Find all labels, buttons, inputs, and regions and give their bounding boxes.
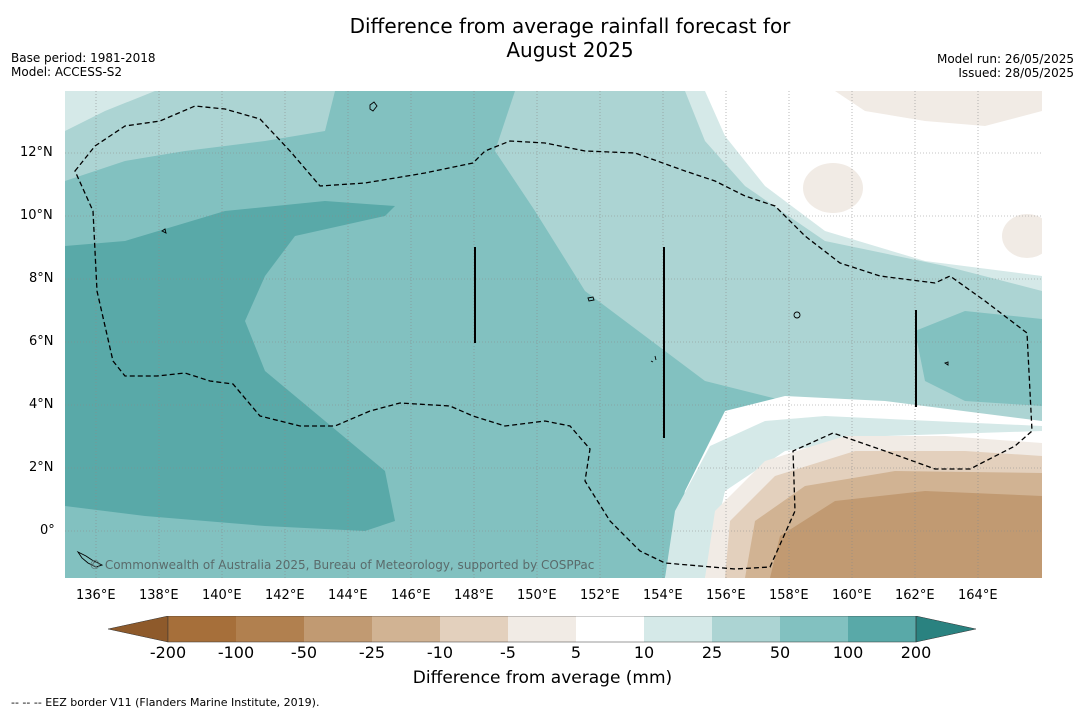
region-light-wet-se xyxy=(665,416,1042,578)
colorbar-swatch-5 xyxy=(508,616,576,642)
colorbar-title: Difference from average (mm) xyxy=(412,668,673,688)
cbar-tick-10: 100 xyxy=(832,643,864,662)
cbar-tick-7: 10 xyxy=(633,643,655,662)
x-label-150e: 150°E xyxy=(517,588,557,603)
region-wet-strong-w xyxy=(65,201,395,531)
colorbar-swatch-3 xyxy=(372,616,440,642)
x-label-154e: 154°E xyxy=(643,588,683,603)
cbar-tick-1: -100 xyxy=(217,643,255,662)
meta-left: Base period: 1981-2018 Model: ACCESS-S2 xyxy=(11,51,156,79)
x-label-158e: 158°E xyxy=(769,588,809,603)
colorbar-swatch-9 xyxy=(780,616,848,642)
map-title: Difference from average rainfall forecas… xyxy=(270,14,870,62)
region-dry-4 xyxy=(770,491,1042,578)
model-name: Model: ACCESS-S2 xyxy=(11,65,123,79)
model-run: Model run: 26/05/2025 xyxy=(936,52,1074,66)
cbar-tick-2: -50 xyxy=(290,643,318,662)
region-dry-patch-n xyxy=(835,91,1042,126)
map-svg xyxy=(65,91,1042,578)
colorbar-swatch-4 xyxy=(440,616,508,642)
cbar-tick-8: 25 xyxy=(701,643,723,662)
colorbar-swatch-8 xyxy=(712,616,780,642)
cbar-tick-11: 200 xyxy=(900,643,932,662)
region-wet-e xyxy=(915,311,1042,406)
x-label-144e: 144°E xyxy=(328,588,368,603)
x-label-164e: 164°E xyxy=(958,588,998,603)
x-label-148e: 148°E xyxy=(454,588,494,603)
colorbar-swatch-2 xyxy=(304,616,372,642)
colorbar-arrow-left xyxy=(108,616,169,643)
meta-right: Model run: 26/05/2025 Issued: 28/05/2025 xyxy=(937,52,1074,80)
x-label-162e: 162°E xyxy=(895,588,935,603)
region-lightest-nw xyxy=(65,91,155,131)
region-light-wet-nw xyxy=(65,91,335,181)
colorbar-swatch-1 xyxy=(236,616,304,642)
colorbar-swatch-0 xyxy=(168,616,236,642)
colorbar-arrow-right xyxy=(915,616,977,643)
y-label-12n: 12°N xyxy=(20,145,53,160)
forecast-map: © Commonwealth of Australia 2025, Bureau… xyxy=(65,91,1042,578)
copyright-notice: © Commonwealth of Australia 2025, Bureau… xyxy=(89,558,595,572)
y-label-4n: 4°N xyxy=(29,397,54,412)
title-line-2: August 2025 xyxy=(506,38,634,62)
y-label-10n: 10°N xyxy=(20,208,53,223)
cbar-tick-0: -200 xyxy=(149,643,187,662)
x-label-138e: 138°E xyxy=(139,588,179,603)
x-label-156e: 156°E xyxy=(706,588,746,603)
colorbar xyxy=(108,616,977,643)
x-label-136e: 136°E xyxy=(76,588,116,603)
x-label-142e: 142°E xyxy=(265,588,305,603)
grid xyxy=(65,91,1042,578)
region-dry-patch-mid xyxy=(803,163,863,213)
colorbar-swatch-10 xyxy=(848,616,916,642)
cbar-tick-3: -25 xyxy=(358,643,386,662)
y-label-6n: 6°N xyxy=(29,334,54,349)
base-period: Base period: 1981-2018 xyxy=(11,51,156,65)
x-label-152e: 152°E xyxy=(580,588,620,603)
x-label-146e: 146°E xyxy=(391,588,431,603)
region-neutral-ne xyxy=(705,91,1042,276)
x-label-160e: 160°E xyxy=(832,588,872,603)
y-label-0: 0° xyxy=(40,523,55,538)
islands xyxy=(76,101,949,568)
y-label-2n: 2°N xyxy=(29,460,54,475)
x-label-140e: 140°E xyxy=(202,588,242,603)
cbar-tick-5: -5 xyxy=(500,643,516,662)
title-line-1: Difference from average rainfall forecas… xyxy=(349,14,791,38)
cbar-tick-6: 5 xyxy=(570,643,582,662)
issued-date: Issued: 28/05/2025 xyxy=(958,66,1074,80)
colorbar-swatch-6 xyxy=(576,616,644,642)
eez-border xyxy=(74,105,1033,570)
colorbar-swatch-7 xyxy=(644,616,712,642)
cbar-tick-4: -10 xyxy=(426,643,454,662)
y-label-8n: 8°N xyxy=(29,271,54,286)
eez-footnote: -- -- -- EEZ border V11 (Flanders Marine… xyxy=(11,696,320,709)
region-dry-patch-e xyxy=(1002,214,1042,258)
cbar-tick-9: 50 xyxy=(769,643,791,662)
